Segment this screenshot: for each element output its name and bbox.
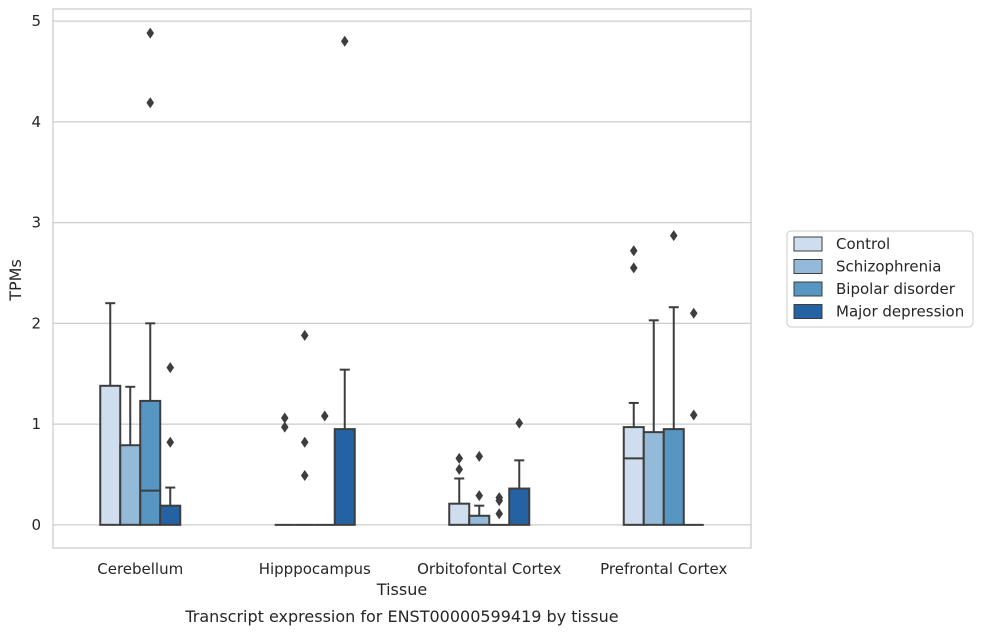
box-group bbox=[489, 492, 510, 526]
legend-swatch bbox=[793, 304, 823, 319]
outlier-marker bbox=[280, 412, 289, 424]
x-tick-label: Prefrontal Cortex bbox=[600, 560, 727, 578]
box-group bbox=[448, 452, 471, 526]
outlier-marker bbox=[455, 452, 464, 464]
y-tick-label: 0 bbox=[31, 516, 41, 534]
outlier-marker bbox=[455, 463, 464, 475]
legend-label: Schizophrenia bbox=[836, 258, 941, 276]
outlier-marker bbox=[495, 492, 504, 504]
legend: Control Schizophrenia Bipolar disorder Majo… bbox=[786, 230, 974, 328]
box-rect bbox=[508, 487, 531, 526]
box-rect bbox=[99, 384, 122, 526]
y-axis-title: TPMs bbox=[6, 259, 25, 302]
legend-label: Major depression bbox=[836, 303, 964, 321]
y-tick-label: 1 bbox=[31, 415, 41, 433]
x-tick-label: Hipppocampus bbox=[259, 560, 371, 578]
box-group bbox=[468, 450, 491, 526]
box-rect bbox=[139, 399, 162, 526]
box-group bbox=[274, 412, 295, 526]
chart-caption: Transcript expression for ENST0000059941… bbox=[184, 607, 618, 626]
x-tick-labels: Cerebellum Hipppocampus Orbitofontal Corte… bbox=[97, 560, 727, 578]
box-group bbox=[294, 329, 315, 526]
outlier-marker bbox=[515, 417, 524, 429]
outlier-marker bbox=[300, 469, 309, 481]
box-group bbox=[333, 35, 356, 526]
outlier-marker bbox=[689, 307, 698, 319]
outlier-marker bbox=[280, 421, 289, 433]
outlier-marker bbox=[320, 410, 329, 422]
box-rect bbox=[448, 502, 471, 526]
box-rect bbox=[662, 428, 685, 526]
box-group bbox=[119, 385, 142, 526]
x-tick-label: Orbitofontal Cortex bbox=[417, 560, 561, 578]
y-tick-label: 5 bbox=[31, 12, 41, 30]
outlier-marker bbox=[146, 27, 155, 39]
y-tick-label: 4 bbox=[31, 113, 41, 131]
x-axis-title: Tissue bbox=[376, 580, 427, 599]
x-tick-label: Cerebellum bbox=[97, 560, 183, 578]
legend-frame bbox=[786, 230, 974, 328]
box-group bbox=[662, 230, 685, 526]
box-group bbox=[99, 302, 122, 526]
outlier-marker bbox=[166, 436, 175, 448]
box-group bbox=[642, 319, 665, 526]
y-tick-label: 2 bbox=[31, 314, 41, 332]
outlier-marker bbox=[475, 490, 484, 502]
outlier-marker bbox=[475, 450, 484, 462]
y-tick-label: 3 bbox=[31, 214, 41, 232]
box-rect bbox=[333, 428, 356, 526]
box-group bbox=[139, 27, 162, 526]
outlier-marker bbox=[340, 35, 349, 47]
outlier-marker bbox=[146, 97, 155, 109]
box-group bbox=[314, 410, 335, 526]
outlier-marker bbox=[669, 230, 678, 242]
box-group bbox=[508, 417, 531, 526]
outlier-marker bbox=[300, 436, 309, 448]
box-rect bbox=[622, 426, 645, 526]
box-group bbox=[159, 362, 182, 526]
outlier-marker bbox=[495, 508, 504, 520]
outlier-marker bbox=[629, 245, 638, 257]
legend-swatch bbox=[793, 236, 823, 252]
box-rect bbox=[159, 504, 182, 526]
outlier-marker bbox=[166, 362, 175, 374]
outlier-marker bbox=[689, 409, 698, 421]
box-group bbox=[622, 245, 645, 526]
legend-swatch bbox=[793, 259, 823, 274]
legend-swatch bbox=[793, 281, 823, 297]
box-rect bbox=[468, 514, 491, 526]
box-rect bbox=[119, 444, 142, 526]
outlier-marker bbox=[300, 329, 309, 341]
outlier-marker bbox=[629, 262, 638, 274]
box-rect bbox=[642, 431, 665, 526]
plot-area-frame bbox=[52, 8, 752, 549]
legend-label: Control bbox=[836, 235, 890, 253]
box-plot-marks bbox=[99, 27, 704, 526]
legend-label: Bipolar disorder bbox=[836, 280, 956, 298]
box-group bbox=[683, 307, 704, 526]
y-tick-labels: 0 1 2 3 4 5 bbox=[31, 12, 41, 534]
